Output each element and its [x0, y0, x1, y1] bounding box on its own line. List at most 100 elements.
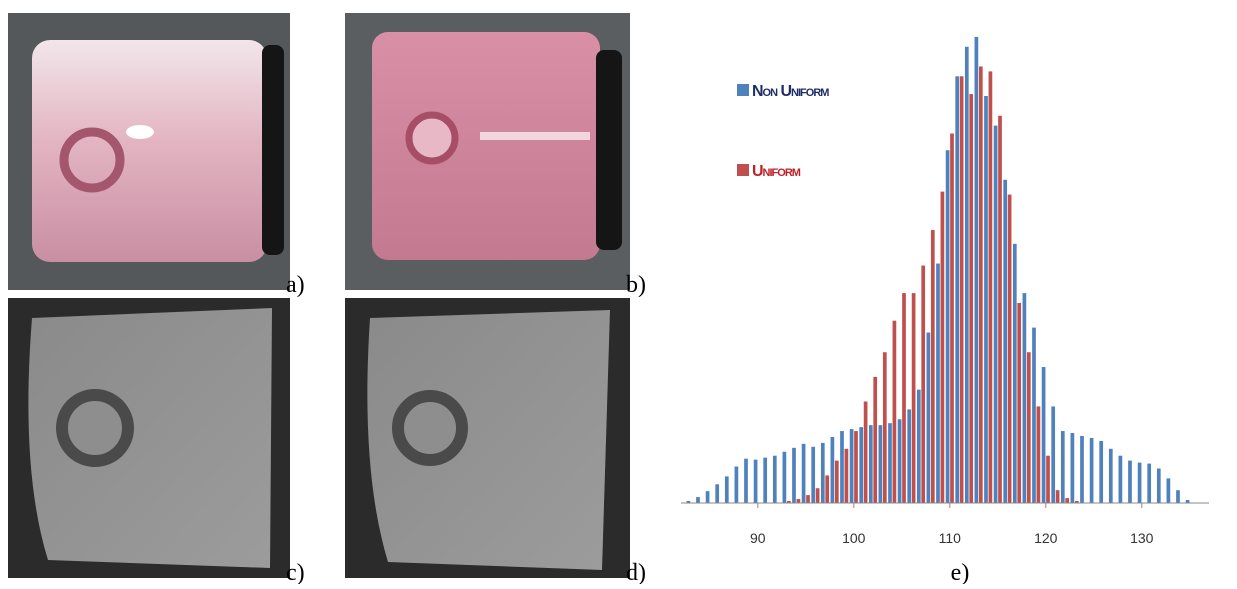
panel-label: b) [626, 272, 646, 298]
bar [1037, 406, 1041, 503]
bar [1099, 441, 1103, 503]
bar [1167, 478, 1171, 503]
bar [1008, 195, 1012, 503]
bar [1027, 352, 1031, 503]
bar [811, 447, 815, 503]
bar [1061, 431, 1065, 503]
panel-label: c) [286, 560, 305, 584]
bar [816, 488, 820, 503]
bar [941, 192, 945, 503]
x-tick-label: 120 [1034, 530, 1058, 546]
bar [873, 377, 877, 503]
photo-c [8, 298, 290, 578]
bar [1119, 456, 1123, 503]
bar [960, 76, 964, 503]
bar [1157, 469, 1161, 503]
legend-swatch [737, 164, 749, 176]
bar [754, 460, 758, 503]
bar [984, 96, 988, 503]
bar [921, 266, 925, 503]
bar [907, 409, 911, 503]
bar [950, 133, 954, 503]
panel-label: d) [626, 560, 646, 584]
bar [696, 497, 700, 503]
x-tick-label: 100 [842, 530, 866, 546]
photo-d [345, 298, 630, 578]
bar [893, 321, 897, 503]
bar [888, 423, 892, 503]
bar [989, 71, 993, 503]
bar [869, 425, 873, 503]
bar [1147, 464, 1151, 503]
bar [1109, 449, 1113, 503]
bar [927, 333, 931, 503]
bar [955, 76, 959, 503]
bar [715, 484, 719, 503]
bar [864, 402, 868, 503]
bar [763, 458, 767, 503]
bar [979, 66, 983, 503]
bar [1056, 490, 1060, 503]
bar [1003, 180, 1007, 503]
legend-label: Uniform [752, 163, 801, 180]
panel-label: a) [286, 272, 305, 298]
bar [859, 427, 863, 503]
bar [783, 452, 787, 503]
bar [1065, 498, 1069, 503]
bar [898, 419, 902, 503]
bar [902, 293, 906, 503]
bar [1017, 303, 1021, 503]
bar [969, 94, 973, 503]
bar [802, 444, 806, 503]
photo-a [8, 13, 290, 290]
bar [840, 431, 844, 503]
bar [835, 461, 839, 503]
x-tick-label: 130 [1130, 530, 1154, 546]
bar [1138, 463, 1142, 503]
bar [735, 467, 739, 503]
bar [744, 459, 748, 503]
bar [998, 116, 1002, 503]
bar [792, 448, 796, 503]
bar [994, 126, 998, 503]
bar [850, 429, 854, 503]
bar [879, 425, 883, 503]
photo-b [345, 13, 630, 290]
figure: a) b) c) d) e) 90 100 110 120 130 Non Uniform… [0, 0, 1237, 584]
bar [1128, 461, 1132, 503]
bar [936, 264, 940, 503]
bar [831, 437, 835, 503]
bar [725, 476, 729, 503]
bar [946, 150, 950, 503]
bar [1032, 328, 1036, 503]
bar [917, 390, 921, 503]
bar [1013, 244, 1017, 503]
legend-label: Non Uniform [752, 83, 829, 100]
bar [1051, 406, 1055, 503]
bar [1023, 293, 1027, 503]
legend-swatch [737, 84, 749, 96]
bar [706, 491, 710, 503]
bar [806, 495, 810, 503]
histogram: 90 100 110 120 130 Non Uniform Uniform [681, 37, 1209, 546]
x-tick-label: 90 [750, 530, 766, 546]
bar [845, 449, 849, 503]
bar [1046, 456, 1050, 503]
x-tick-label: 110 [939, 530, 962, 546]
bar [1042, 367, 1046, 503]
bar [854, 431, 858, 503]
bar [1071, 433, 1075, 503]
panel-label: e) [951, 560, 970, 584]
bar [931, 230, 935, 503]
bar [912, 293, 916, 503]
bar [975, 37, 979, 503]
bar [965, 47, 969, 503]
bar [797, 499, 801, 503]
bar [1080, 436, 1084, 503]
bar [821, 443, 825, 503]
bar [1090, 438, 1094, 503]
bar [883, 352, 887, 503]
bar [773, 456, 777, 503]
bar [1176, 490, 1180, 503]
bar [825, 475, 829, 503]
